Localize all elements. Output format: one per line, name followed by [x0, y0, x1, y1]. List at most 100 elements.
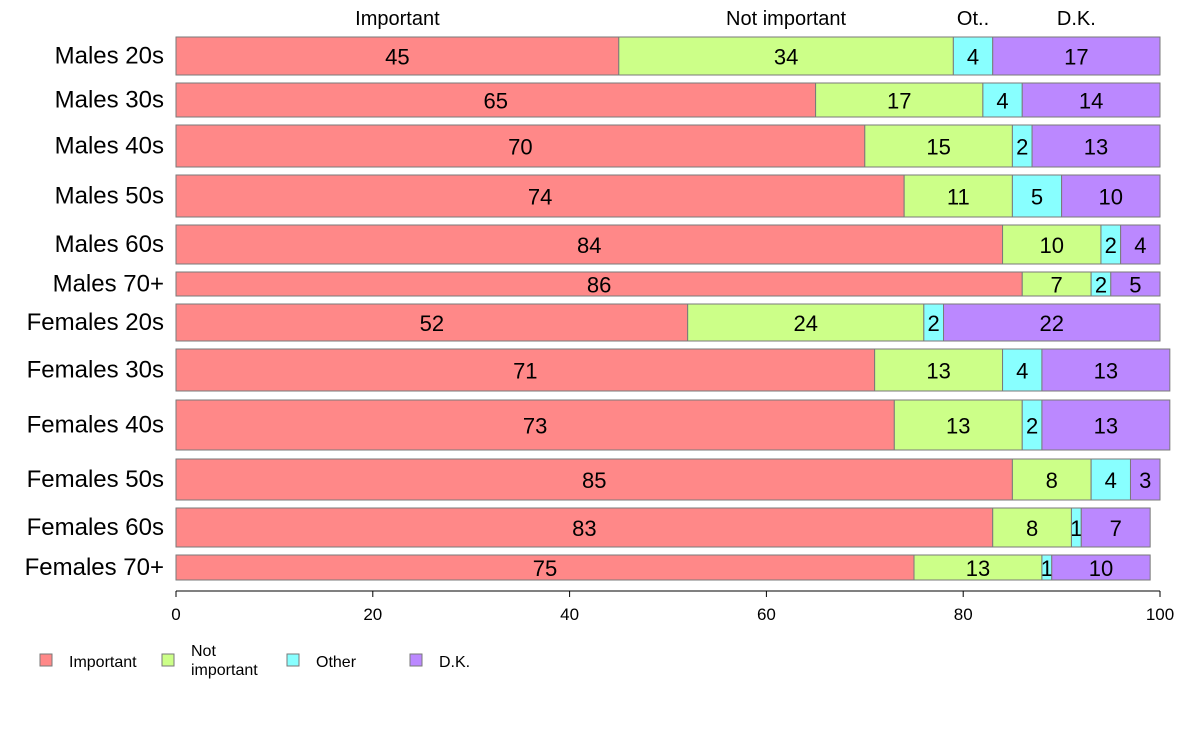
segment-value-label: 17	[1064, 45, 1088, 70]
bar-segment	[1011, 174, 1063, 218]
segment-value-label: 14	[1079, 89, 1103, 114]
bar-segment	[1129, 458, 1161, 501]
row-label: Females 20s	[27, 309, 164, 336]
bar-segment	[1061, 174, 1161, 218]
row-label: Males 70+	[53, 271, 164, 298]
segment-value-label: 52	[420, 311, 444, 336]
row-label: Males 30s	[55, 87, 164, 114]
segment-value-label: 22	[1040, 311, 1064, 336]
bar-segment	[1002, 224, 1102, 265]
bar-segment	[1041, 348, 1171, 392]
x-tick-label: 60	[757, 605, 776, 624]
segment-value-label: 85	[582, 468, 606, 493]
legend-label: Not important	[191, 643, 258, 679]
segment-value-label: 13	[926, 359, 950, 384]
bar-segment	[1051, 554, 1151, 581]
segment-value-label: 5	[1031, 185, 1043, 210]
segment-value-label: 4	[1134, 233, 1146, 258]
bar-segment	[992, 507, 1072, 548]
segment-value-label: 10	[1099, 185, 1123, 210]
segment-value-label: 2	[928, 311, 940, 336]
bar-segment	[687, 303, 925, 342]
x-tick-label: 0	[171, 605, 180, 624]
x-tick-label: 80	[954, 605, 973, 624]
segment-value-label: 1	[1041, 556, 1053, 581]
segment-value-label: 2	[1016, 135, 1028, 160]
segment-value-label: 70	[508, 135, 532, 160]
bar-segment	[874, 348, 1004, 392]
row-label: Females 40s	[27, 412, 164, 439]
bar-segment	[943, 303, 1161, 342]
segment-value-label: 11	[947, 185, 970, 210]
bar-segment	[952, 36, 994, 76]
top-series-label: D.K.	[1057, 8, 1096, 30]
segment-value-label: 71	[513, 359, 537, 384]
segment-value-label: 4	[967, 45, 979, 70]
legend-swatch	[161, 653, 175, 667]
row-label: Males 50s	[55, 183, 164, 210]
segment-value-label: 2	[1026, 414, 1038, 439]
bar-segment	[1041, 399, 1171, 451]
segment-value-label: 45	[385, 45, 409, 70]
bar-segment	[175, 82, 817, 118]
x-tick-label: 40	[560, 605, 579, 624]
segment-value-label: 4	[996, 89, 1008, 114]
segment-value-label: 4	[1016, 359, 1028, 384]
legend-label: D.K.	[439, 654, 470, 671]
bar-segment	[175, 458, 1013, 501]
x-tick-label: 100	[1146, 605, 1174, 624]
bar-segment	[982, 82, 1023, 118]
segment-value-label: 2	[1095, 273, 1107, 298]
segment-value-label: 24	[794, 311, 818, 336]
segment-value-label: 13	[1094, 414, 1118, 439]
row-label: Females 70+	[25, 554, 164, 581]
bar-segment	[175, 174, 905, 218]
row-label: Females 50s	[27, 466, 164, 493]
legend-label: Important	[69, 654, 137, 671]
row-label: Males 60s	[55, 231, 164, 258]
segment-value-label: 86	[587, 273, 611, 298]
segment-value-label: 8	[1026, 516, 1038, 541]
segment-value-label: 34	[774, 45, 798, 70]
segment-value-label: 10	[1040, 233, 1064, 258]
bar-segment	[175, 36, 620, 76]
bar-segment	[815, 82, 984, 118]
bar-segment	[913, 554, 1043, 581]
top-series-label: Not important	[726, 8, 846, 30]
segment-value-label: 8	[1046, 468, 1058, 493]
bar-segment	[992, 36, 1161, 76]
bar-segment	[903, 174, 1013, 218]
bar-segment	[893, 399, 1023, 451]
segment-value-label: 2	[1105, 233, 1117, 258]
segment-value-label: 13	[966, 556, 990, 581]
segment-value-label: 15	[926, 135, 950, 160]
segment-value-label: 4	[1105, 468, 1117, 493]
segment-value-label: 3	[1139, 468, 1151, 493]
bar-segment	[175, 124, 866, 168]
top-series-label: Ot..	[957, 8, 989, 30]
segment-value-label: 75	[533, 556, 557, 581]
legend-swatch	[39, 653, 53, 667]
top-series-label: Important	[355, 8, 440, 30]
legend-swatch	[286, 653, 300, 667]
segment-value-label: 5	[1129, 273, 1141, 298]
segment-value-label: 13	[946, 414, 970, 439]
segment-value-label: 7	[1110, 516, 1122, 541]
bar-segment	[175, 554, 915, 581]
bar-segment	[1080, 507, 1151, 548]
row-label: Females 60s	[27, 514, 164, 541]
row-label: Males 20s	[55, 43, 164, 70]
x-tick-label: 20	[363, 605, 382, 624]
segment-value-label: 74	[528, 185, 552, 210]
segment-value-label: 10	[1089, 556, 1113, 581]
segment-value-label: 13	[1094, 359, 1118, 384]
bar-segment	[1011, 458, 1092, 501]
segment-value-label: 65	[484, 89, 508, 114]
segment-value-label: 1	[1070, 516, 1082, 541]
bar-segment	[1021, 82, 1161, 118]
segment-value-label: 73	[523, 414, 547, 439]
bar-segment	[1120, 224, 1161, 265]
bar-segment	[1002, 348, 1043, 392]
bar-segment	[175, 399, 895, 451]
row-label: Females 30s	[27, 357, 164, 384]
